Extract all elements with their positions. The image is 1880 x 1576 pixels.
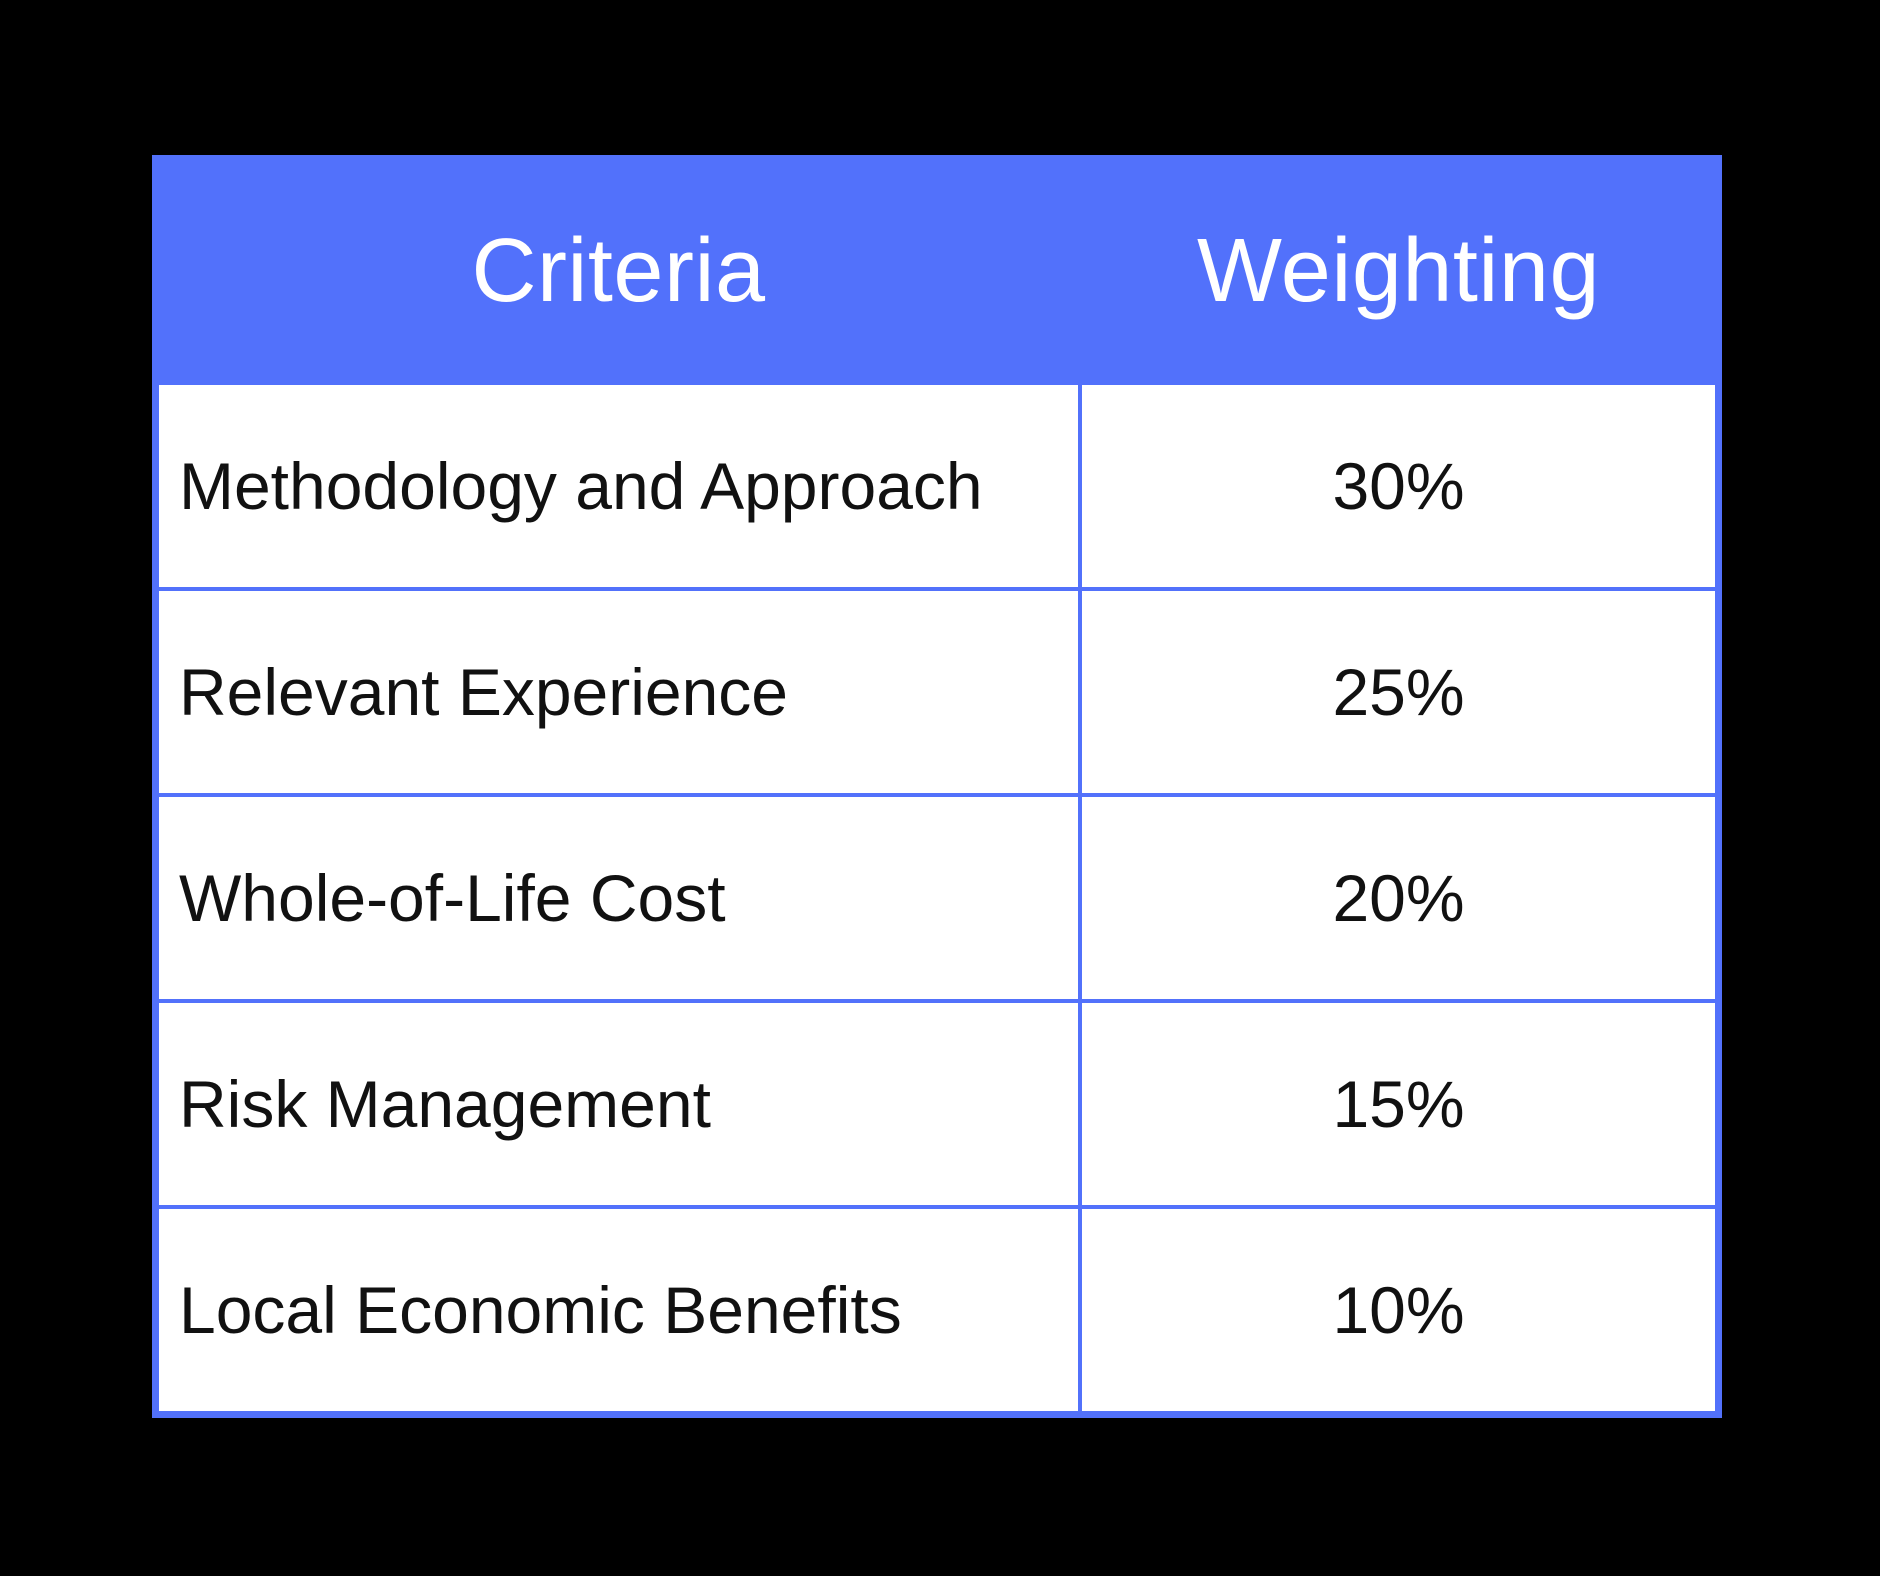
table-cell-weighting: 30% bbox=[1082, 385, 1715, 587]
table-cell-weighting: 15% bbox=[1082, 1003, 1715, 1205]
weighting-table: Criteria Weighting Methodology and Appro… bbox=[152, 155, 1722, 1418]
table-cell-criteria: Risk Management bbox=[159, 1003, 1078, 1205]
table-cell-criteria: Local Economic Benefits bbox=[159, 1209, 1078, 1411]
header-cell-criteria: Criteria bbox=[159, 162, 1078, 381]
table-cell-criteria: Whole-of-Life Cost bbox=[159, 797, 1078, 999]
table-cell-criteria: Relevant Experience bbox=[159, 591, 1078, 793]
header-cell-weighting: Weighting bbox=[1082, 162, 1715, 381]
table-cell-weighting: 25% bbox=[1082, 591, 1715, 793]
table-cell-criteria: Methodology and Approach bbox=[159, 385, 1078, 587]
table-cell-weighting: 10% bbox=[1082, 1209, 1715, 1411]
table-cell-weighting: 20% bbox=[1082, 797, 1715, 999]
